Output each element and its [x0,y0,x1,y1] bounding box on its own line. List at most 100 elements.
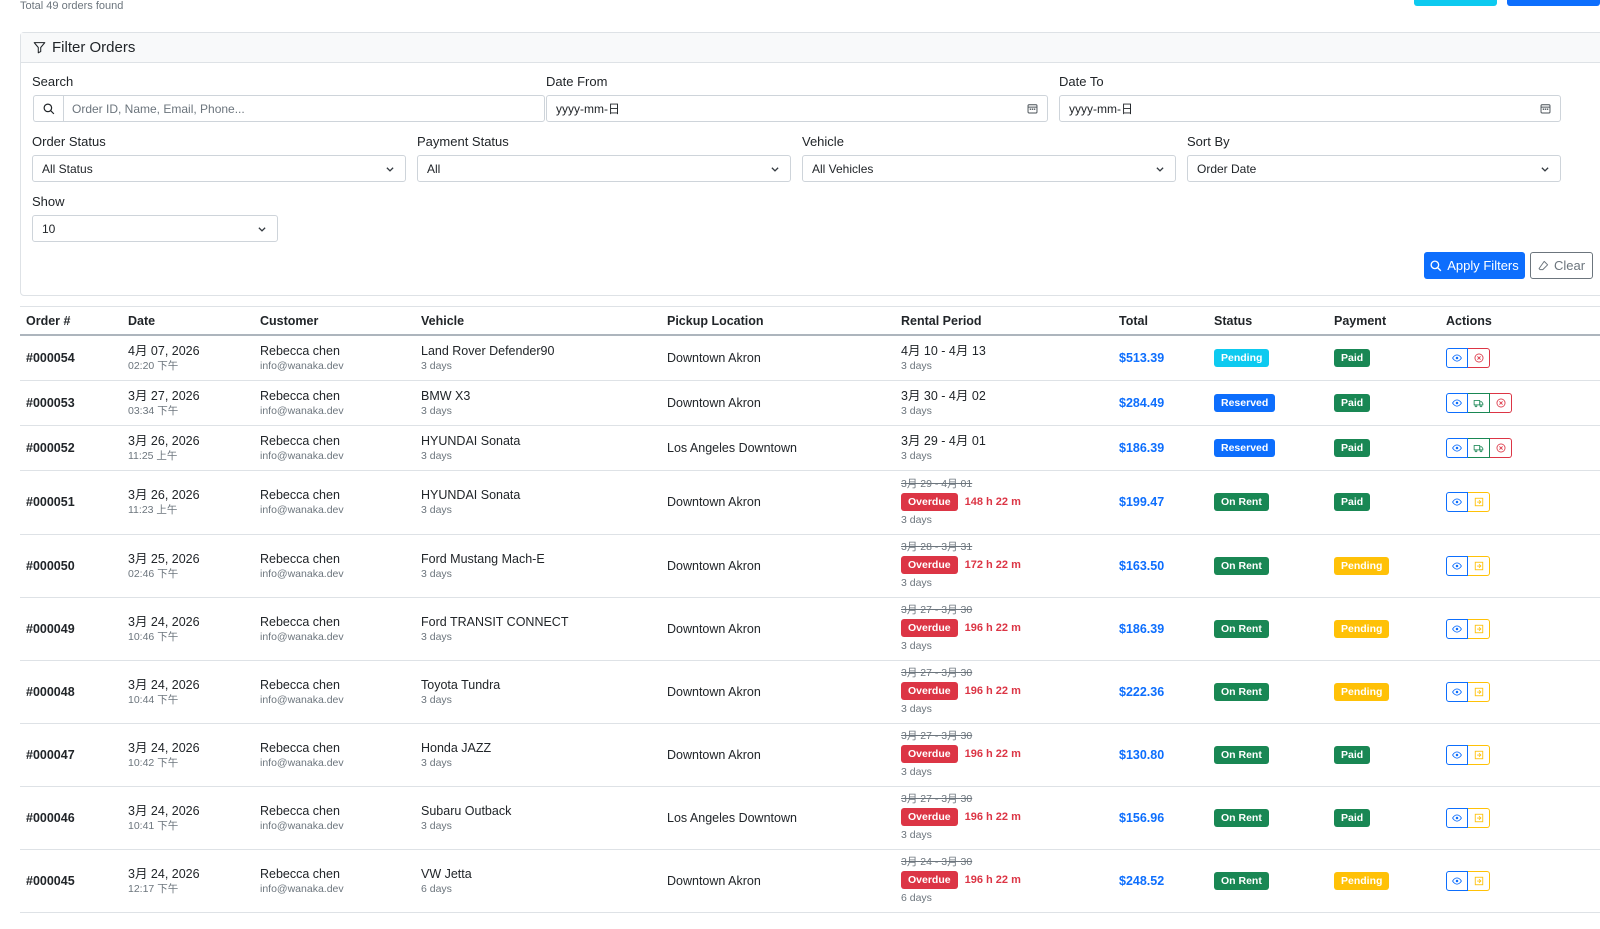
customer-email: info@wanaka.dev [260,404,344,417]
view-order-button[interactable] [1446,492,1468,512]
view-order-button[interactable] [1446,555,1468,576]
col-header-status[interactable]: Status [1208,307,1328,336]
view-order-button[interactable] [1446,437,1468,458]
col-header-order[interactable]: Order # [20,307,122,336]
order-number[interactable]: #000047 [26,747,75,762]
customer-name: Rebecca chen [260,614,340,629]
table-row[interactable]: #000048 3月 24, 2026 10:44 下午 Rebecca chen in… [20,660,1600,724]
table-row[interactable]: #000054 4月 07, 2026 02:20 下午 Rebecca chen in… [20,335,1600,381]
cancel-order-button[interactable] [1490,392,1512,413]
period-days: 6 days [901,892,932,904]
date-from-input[interactable]: yyyy-mm-日 [546,95,1048,122]
payment-badge: Pending [1334,871,1390,890]
order-number[interactable]: #000046 [26,810,75,825]
overdue-badge: Overdue [901,682,958,700]
return-order-button[interactable] [1468,807,1490,828]
return-order-button[interactable] [1468,870,1490,891]
show-select[interactable]: 10 [32,215,278,242]
vehicle-days: 3 days [421,630,452,643]
sort-select[interactable]: Order Date [1187,155,1561,182]
table-row[interactable]: #000049 3月 24, 2026 10:46 下午 Rebecca chen in… [20,597,1600,661]
order-number[interactable]: #000050 [26,558,75,573]
col-header-payment[interactable]: Payment [1328,307,1440,336]
order-number[interactable]: #000054 [26,350,75,365]
view-order-button[interactable] [1446,618,1468,639]
table-row[interactable]: #000047 3月 24, 2026 10:42 下午 Rebecca chen in… [20,723,1600,787]
row-actions [1446,807,1600,828]
return-order-button[interactable] [1468,681,1490,702]
col-header-total[interactable]: Total [1113,307,1208,336]
view-order-button[interactable] [1446,347,1468,368]
apply-filters-button[interactable]: Apply Filters [1424,252,1525,279]
order-number[interactable]: #000053 [26,395,75,410]
overdue-time: 196 h 22 m [964,748,1021,760]
order-date: 3月 24, 2026 [128,614,200,629]
order-number[interactable]: #000045 [26,873,75,888]
customer-email: info@wanaka.dev [260,359,344,372]
return-order-button[interactable] [1468,555,1490,576]
order-number[interactable]: #000052 [26,440,75,455]
return-order-button[interactable] [1468,492,1490,512]
row-actions [1446,681,1600,702]
payment-badge: Paid [1334,493,1371,511]
payment-status-select[interactable]: All [417,155,791,182]
col-header-pickup[interactable]: Pickup Location [661,307,895,336]
row-actions [1446,347,1600,368]
table-row[interactable]: #000050 3月 25, 2026 02:46 下午 Rebecca chen in… [20,534,1600,598]
calendar-icon[interactable] [1540,103,1551,114]
view-order-button[interactable] [1446,744,1468,765]
date-to-input[interactable]: yyyy-mm-日 [1059,95,1561,122]
search-icon [33,95,63,122]
calendar-icon[interactable] [1027,103,1038,114]
order-status-select[interactable]: All Status [32,155,406,182]
cancel-order-button[interactable] [1468,347,1490,368]
vehicle-name: Honda JAZZ [421,740,492,755]
pickup-location: Downtown Akron [667,495,761,509]
clear-button[interactable]: Clear [1530,252,1593,279]
table-row[interactable]: #000046 3月 24, 2026 10:41 下午 Rebecca chen in… [20,786,1600,850]
table-row[interactable]: #000045 3月 24, 2026 12:17 下午 Rebecca chen in… [20,849,1600,913]
order-number[interactable]: #000049 [26,621,75,636]
vehicle-select[interactable]: All Vehicles [802,155,1176,182]
payment-status-label: Payment Status [417,134,509,149]
customer-email: info@wanaka.dev [260,504,344,516]
view-order-button[interactable] [1446,681,1468,702]
return-icon [1474,497,1484,507]
order-date: 3月 27, 2026 [128,388,200,403]
pickup-location: Downtown Akron [667,873,761,888]
view-order-button[interactable] [1446,807,1468,828]
order-number[interactable]: #000048 [26,684,75,699]
pickup-order-button[interactable] [1468,392,1490,413]
col-header-date[interactable]: Date [122,307,254,336]
view-order-button[interactable] [1446,870,1468,891]
col-header-rental-period[interactable]: Rental Period [895,307,1113,336]
overdue-time: 196 h 22 m [964,685,1021,697]
status-badge: On Rent [1214,808,1269,827]
search-input[interactable] [63,95,545,122]
pickup-order-button[interactable] [1468,437,1490,458]
col-header-vehicle[interactable]: Vehicle [415,307,661,336]
overdue-badge: Overdue [901,745,958,763]
top-action-button-1[interactable] [1414,0,1497,6]
pickup-location: Downtown Akron [667,395,761,410]
vehicle-name: HYUNDAI Sonata [421,433,521,448]
cancel-order-button[interactable] [1490,437,1512,458]
return-icon [1474,813,1484,823]
return-order-button[interactable] [1468,618,1490,639]
vehicle-name: Toyota Tundra [421,677,501,692]
order-time: 02:20 下午 [128,359,179,372]
table-row[interactable]: #000051 3月 26, 2026 11:23 上午 Rebecca chen in… [20,470,1600,535]
order-time: 10:42 下午 [128,756,179,769]
date-from-label: Date From [546,74,608,89]
period-days: 3 days [901,449,932,462]
return-order-button[interactable] [1468,744,1490,765]
payment-badge: Pending [1334,556,1390,575]
view-order-button[interactable] [1446,392,1468,413]
col-header-customer[interactable]: Customer [254,307,415,336]
order-number[interactable]: #000051 [26,495,75,509]
top-action-button-2[interactable] [1507,0,1600,6]
table-row[interactable]: #000052 3月 26, 2026 11:25 上午 Rebecca chen in… [20,425,1600,471]
customer-email: info@wanaka.dev [260,882,344,895]
show-value: 10 [42,221,56,236]
table-row[interactable]: #000053 3月 27, 2026 03:34 下午 Rebecca chen in… [20,380,1600,426]
